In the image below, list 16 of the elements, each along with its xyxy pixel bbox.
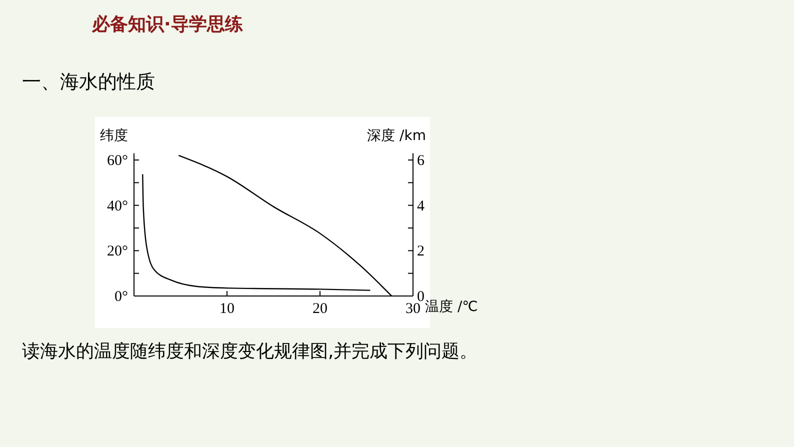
y2-axis-title: 深度 /km	[367, 128, 426, 144]
y2-tick-label: 2	[417, 244, 424, 260]
text: 读海水的温度随纬度和深度变化规律图,并完成下列问题。	[22, 341, 478, 362]
y2-tick-label: 6	[417, 153, 425, 169]
y-tick-label: 60°	[107, 153, 128, 169]
y-tick-label: 20°	[107, 244, 128, 260]
x-tick-label: 30	[406, 301, 420, 317]
y-tick-label: 40°	[107, 198, 128, 214]
chart-subtitle: 必备知识·导学思练	[91, 14, 243, 35]
x-tick-label: 10	[220, 301, 234, 317]
y2-tick-label: 4	[417, 198, 425, 214]
x-axis-title: 温度 /℃	[425, 299, 478, 315]
y-axis-title: 纬度	[100, 128, 128, 144]
y-tick-label: 0°	[114, 289, 128, 305]
chart-title: 一、海水的性质	[22, 71, 155, 93]
x-tick-label: 20	[312, 301, 328, 317]
